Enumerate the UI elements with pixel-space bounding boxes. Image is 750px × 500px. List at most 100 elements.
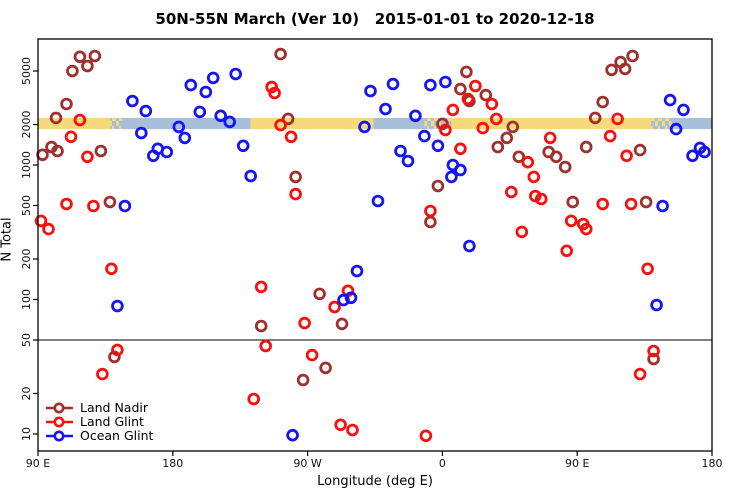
x-tick-label: 180 <box>702 457 723 470</box>
data-point-land-glint <box>64 130 78 144</box>
data-point-ocean-glint <box>236 139 250 153</box>
legend-label-ocean-glint: Ocean Glint <box>80 428 154 443</box>
data-point-land-glint <box>611 112 624 126</box>
data-point-land-glint <box>485 97 499 111</box>
data-point-ocean-glint <box>424 78 437 92</box>
legend-row-ocean-glint: Ocean Glint <box>46 429 153 443</box>
x-axis-label: Longitude (deg E) <box>317 474 433 489</box>
data-point-land-glint <box>620 149 633 163</box>
data-point-land-glint <box>96 367 109 381</box>
legend-label-land-nadir: Land Nadir <box>80 400 149 415</box>
data-point-land-glint <box>454 142 467 156</box>
data-point-land-nadir <box>460 65 473 79</box>
data-point-land-nadir <box>500 131 514 145</box>
data-point-land-glint <box>111 343 124 357</box>
data-point-land-nadir <box>108 350 121 364</box>
x-tick-label: 90 W <box>293 457 321 470</box>
y-tick-label: 200 <box>20 249 33 270</box>
data-point-land-nadir <box>51 144 64 158</box>
map-band-segment-land <box>250 117 374 130</box>
data-point-land-nadir <box>596 95 609 109</box>
data-point-land-glint <box>284 130 298 144</box>
data-point-land-glint <box>647 344 660 358</box>
y-tick-label: 5000 <box>20 57 33 85</box>
data-point-land-glint <box>469 79 482 93</box>
data-point-land-glint <box>105 262 118 276</box>
data-point-ocean-glint <box>214 109 228 123</box>
data-point-ocean-glint <box>178 131 192 145</box>
data-point-land-glint <box>515 225 529 239</box>
data-point-land-glint <box>81 150 94 164</box>
data-point-land-nadir <box>319 361 332 375</box>
legend-row-land-glint: Land Glint <box>46 415 153 429</box>
data-point-land-nadir <box>618 62 632 76</box>
legend-row-land-nadir: Land Nadir <box>46 401 153 415</box>
x-tick-label: 90 E <box>565 457 589 470</box>
data-point-ocean-glint <box>172 120 186 134</box>
y-tick-label: 10 <box>20 427 33 441</box>
y-tick-label: 100 <box>20 289 33 310</box>
data-point-land-glint <box>73 113 87 127</box>
map-band-segment-mixed <box>109 117 122 130</box>
data-point-land-glint <box>254 280 268 294</box>
y-axis-label: N Total <box>0 217 15 262</box>
data-point-land-nadir <box>549 150 563 164</box>
data-point-ocean-glint <box>454 163 467 177</box>
data-point-ocean-glint <box>358 120 371 134</box>
data-point-ocean-glint <box>139 104 153 118</box>
data-point-land-glint <box>560 244 573 258</box>
data-point-ocean-glint <box>686 149 699 163</box>
data-point-land-nadir <box>588 111 602 125</box>
data-point-land-nadir <box>639 195 653 209</box>
land-glint-symbol-icon <box>46 416 73 428</box>
x-tick-label: 0 <box>439 457 446 470</box>
data-point-land-nadir <box>281 112 295 126</box>
data-point-land-glint <box>624 197 638 211</box>
data-point-land-glint <box>259 339 273 353</box>
data-point-land-nadir <box>512 150 526 164</box>
data-point-ocean-glint <box>344 291 358 305</box>
chart-title: 50N-55N March (Ver 10) 2015-01-01 to 202… <box>155 10 595 28</box>
data-point-ocean-glint <box>431 139 445 153</box>
data-point-land-glint <box>476 121 490 135</box>
data-point-land-nadir <box>506 120 520 134</box>
data-point-land-nadir <box>626 49 639 63</box>
data-point-land-nadir <box>88 49 102 63</box>
data-point-land-glint <box>298 316 311 330</box>
y-tick-label: 1000 <box>20 151 33 179</box>
y-tick-label: 2000 <box>20 111 33 139</box>
data-point-land-glint <box>274 118 287 132</box>
data-point-land-glint <box>504 185 518 199</box>
data-point-ocean-glint <box>656 199 669 213</box>
data-point-land-nadir <box>36 148 49 162</box>
data-point-land-glint <box>543 131 557 145</box>
data-point-land-glint <box>596 197 609 211</box>
data-point-ocean-glint <box>418 129 431 143</box>
data-point-land-glint <box>87 199 100 213</box>
data-point-ocean-glint <box>350 264 364 278</box>
data-point-land-nadir <box>66 64 79 78</box>
data-point-ocean-glint <box>669 122 683 136</box>
data-point-land-nadir <box>254 319 268 333</box>
data-point-ocean-glint <box>229 67 243 81</box>
data-point-land-glint <box>247 392 261 406</box>
data-point-ocean-glint <box>445 170 458 184</box>
y-tick-label: 20 <box>20 387 33 401</box>
data-point-land-nadir <box>60 97 73 111</box>
data-point-land-glint <box>346 423 359 437</box>
data-point-land-nadir <box>73 50 87 64</box>
data-point-land-nadir <box>479 88 493 102</box>
data-point-land-nadir <box>313 287 326 301</box>
data-point-ocean-glint <box>184 78 198 92</box>
data-point-ocean-glint <box>364 84 377 98</box>
data-point-ocean-glint <box>663 93 677 107</box>
data-point-ocean-glint <box>337 293 350 307</box>
land-nadir-symbol-icon <box>46 402 73 414</box>
ocean-glint-symbol-icon <box>46 430 73 442</box>
plot-box <box>37 38 713 452</box>
data-point-land-nadir <box>49 111 63 125</box>
data-point-land-glint <box>534 192 548 206</box>
data-point-land-nadir <box>558 160 572 174</box>
